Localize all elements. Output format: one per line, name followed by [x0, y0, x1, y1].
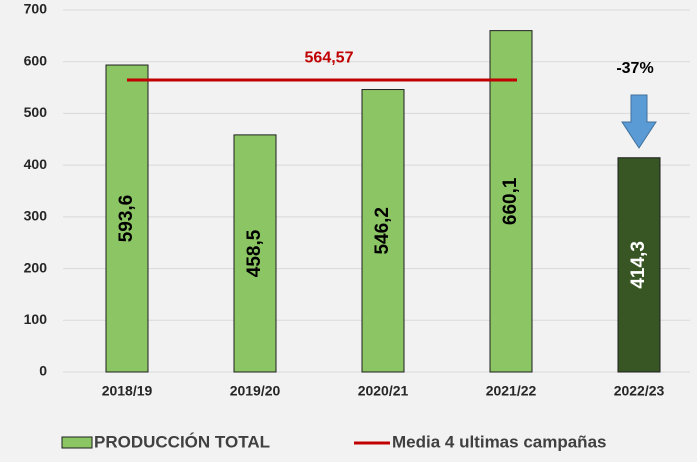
bar — [617, 157, 661, 373]
legend-label: PRODUCCIÓN TOTAL — [94, 432, 270, 451]
x-tick-label: 2020/21 — [358, 383, 409, 399]
bar — [233, 134, 277, 373]
data-label: 546,2 — [372, 207, 393, 255]
data-label: 593,6 — [116, 195, 137, 243]
x-tick-label: 2018/19 — [102, 383, 153, 399]
legend-swatch — [61, 436, 93, 449]
y-tick-label: 200 — [24, 259, 48, 275]
annotation: -37% — [616, 60, 653, 77]
y-tick-label: 400 — [24, 156, 48, 172]
data-label: 458,5 — [244, 229, 265, 277]
bar — [361, 89, 405, 373]
arrow — [621, 94, 657, 149]
bar — [105, 64, 149, 373]
bar — [489, 30, 533, 373]
y-tick-label: 100 — [24, 311, 48, 327]
y-tick-label: 600 — [24, 52, 48, 68]
x-tick-label: 2021/22 — [486, 383, 537, 399]
x-tick-label: 2019/20 — [230, 383, 281, 399]
y-tick-label: 300 — [24, 208, 48, 224]
y-tick-label: 700 — [24, 1, 48, 17]
legend-label: Media 4 ultimas campañas — [392, 432, 606, 451]
x-tick-label: 2022/23 — [614, 383, 665, 399]
reference-label: 564,57 — [305, 49, 354, 66]
y-tick-label: 500 — [24, 104, 48, 120]
data-label: 660,1 — [500, 177, 521, 225]
y-tick-label: 0 — [39, 363, 47, 379]
data-label: 414,3 — [628, 241, 649, 289]
